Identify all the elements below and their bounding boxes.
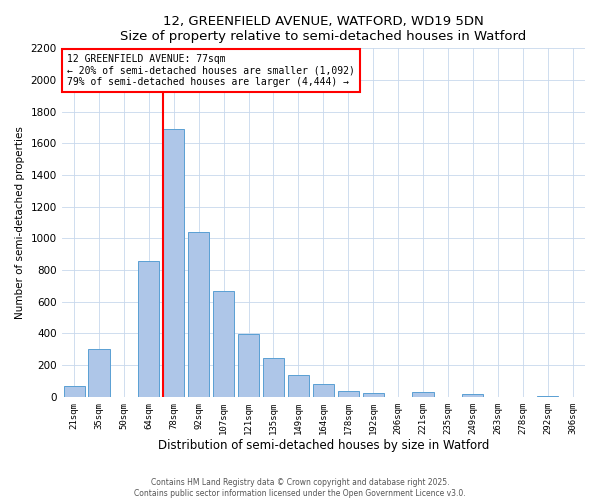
Text: Contains HM Land Registry data © Crown copyright and database right 2025.
Contai: Contains HM Land Registry data © Crown c… (134, 478, 466, 498)
Bar (213, 290, 234, 397)
Bar (313, 384, 334, 397)
Bar (64, 386, 85, 397)
Bar (537, 396, 558, 397)
Bar (263, 358, 284, 397)
Bar (138, 260, 160, 397)
Bar (188, 232, 209, 397)
Bar (238, 334, 259, 397)
Bar (338, 392, 359, 397)
Bar (163, 129, 184, 397)
Bar (362, 393, 384, 397)
Bar (412, 392, 434, 397)
Bar (88, 348, 110, 397)
X-axis label: Distribution of semi-detached houses by size in Watford: Distribution of semi-detached houses by … (158, 440, 489, 452)
Title: 12, GREENFIELD AVENUE, WATFORD, WD19 5DN
Size of property relative to semi-detac: 12, GREENFIELD AVENUE, WATFORD, WD19 5DN… (120, 15, 526, 43)
Bar (288, 374, 309, 397)
Y-axis label: Number of semi-detached properties: Number of semi-detached properties (15, 126, 25, 319)
Text: 12 GREENFIELD AVENUE: 77sqm
← 20% of semi-detached houses are smaller (1,092)
79: 12 GREENFIELD AVENUE: 77sqm ← 20% of sem… (67, 54, 355, 87)
Bar (462, 394, 484, 397)
